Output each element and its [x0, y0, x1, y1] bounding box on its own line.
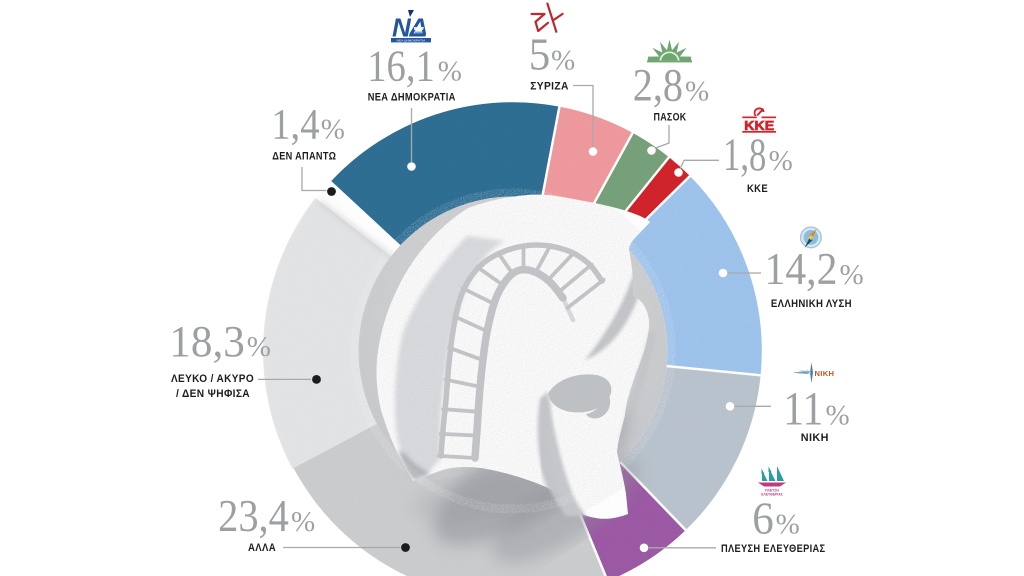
svg-text:%: % — [840, 259, 864, 291]
svg-text:ΝΙΚΗ: ΝΙΚΗ — [815, 369, 835, 378]
svg-text:KKE: KKE — [744, 118, 775, 133]
svg-text:%: % — [551, 44, 575, 76]
svg-text:1,8: 1,8 — [723, 130, 766, 181]
svg-text:%: % — [291, 506, 315, 538]
svg-text:%: % — [769, 145, 793, 177]
svg-text:%: % — [438, 55, 462, 87]
svg-text:ΠΛΕΥΣΗ ΕΛΕΥΘΕΡΙΑΣ: ΠΛΕΥΣΗ ΕΛΕΥΘΕΡΙΑΣ — [721, 543, 826, 555]
svg-text:ΑΛΛΑ: ΑΛΛΑ — [248, 542, 276, 554]
svg-text:%: % — [247, 331, 271, 363]
svg-text:ΝΕΑ ΔΗΜΟΚΡΑΤΙΑ: ΝΕΑ ΔΗΜΟΚΡΑΤΙΑ — [397, 39, 427, 43]
svg-text:6: 6 — [752, 492, 774, 543]
svg-text:16,1: 16,1 — [367, 41, 435, 90]
svg-text:ΣΥΡΙΖΑ: ΣΥΡΙΖΑ — [530, 81, 569, 93]
svg-text:5: 5 — [529, 29, 551, 79]
svg-text:14,2: 14,2 — [765, 244, 838, 294]
svg-text:%: % — [776, 508, 800, 540]
svg-text:%: % — [685, 76, 709, 108]
svg-text:ΝΕΑ ΔΗΜΟΚΡΑΤΙΑ: ΝΕΑ ΔΗΜΟΚΡΑΤΙΑ — [368, 92, 456, 104]
svg-text:11: 11 — [783, 382, 823, 435]
svg-text:/ ΔΕΝ ΨΗΦΙΣΑ: / ΔΕΝ ΨΗΦΙΣΑ — [176, 388, 250, 400]
svg-text:%: % — [321, 113, 345, 145]
svg-text:ΔΕΝ ΑΠΑΝΤΩ: ΔΕΝ ΑΠΑΝΤΩ — [272, 151, 336, 163]
svg-text:ΕΛΛΗΝΙΚΗ ΛΥΣΗ: ΕΛΛΗΝΙΚΗ ΛΥΣΗ — [771, 298, 852, 310]
svg-text:ΛΕΥΚΟ / ΑΚΥΡΟ: ΛΕΥΚΟ / ΑΚΥΡΟ — [171, 373, 254, 385]
svg-text:%: % — [826, 399, 850, 431]
svg-text:18,3: 18,3 — [169, 317, 245, 366]
svg-text:2,8: 2,8 — [633, 61, 683, 112]
svg-text:ΕΛΕΥΘΕΡΙΑΣ: ΕΛΕΥΘΕΡΙΑΣ — [761, 492, 783, 496]
svg-text:ΠΛΕΥΣΗ: ΠΛΕΥΣΗ — [765, 489, 779, 493]
svg-text:ΝΙΚΗ: ΝΙΚΗ — [801, 432, 829, 444]
svg-text:23,4: 23,4 — [218, 490, 289, 541]
svg-text:ΠΑΣΟΚ: ΠΑΣΟΚ — [654, 112, 687, 124]
svg-text:ΚΚΕ: ΚΚΕ — [747, 183, 768, 195]
svg-text:1,4: 1,4 — [271, 101, 319, 148]
